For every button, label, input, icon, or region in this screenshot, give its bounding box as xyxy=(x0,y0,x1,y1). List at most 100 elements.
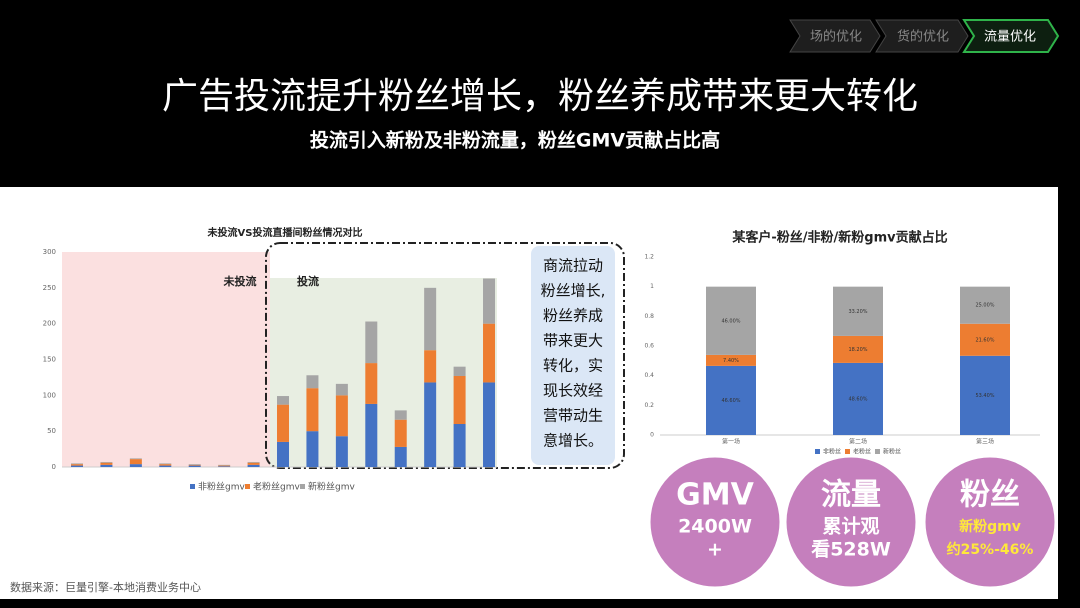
bar-segment xyxy=(394,410,407,420)
bar-segment xyxy=(335,383,348,396)
y-tick-label: 50 xyxy=(47,427,56,435)
legend-label: 老粉丝gmv xyxy=(253,481,300,493)
nav-step[interactable] xyxy=(789,19,881,53)
bar-segment xyxy=(100,461,113,463)
bar-segment xyxy=(218,465,231,467)
y-tick-label: 0.8 xyxy=(644,313,654,320)
y-tick-label: 250 xyxy=(43,284,56,292)
value-label: 18.20% xyxy=(848,347,867,353)
y-tick-label: 100 xyxy=(43,391,56,399)
bar-segment xyxy=(188,464,201,466)
x-tick-label: 第一场 xyxy=(722,438,740,446)
bar-segment xyxy=(833,335,883,363)
nav-label[interactable]: 货的优化 xyxy=(897,29,949,45)
bar-segment xyxy=(277,396,290,405)
callout-line: 带来更大 xyxy=(543,332,603,350)
bar-segment xyxy=(159,464,172,466)
y-tick-label: 0 xyxy=(650,432,654,439)
bar-segment xyxy=(706,286,756,355)
bar-segment xyxy=(100,462,113,465)
bar-segment xyxy=(129,464,142,467)
circle-line: 看528W xyxy=(810,539,891,561)
bar-segment xyxy=(129,458,142,460)
value-label: 21.60% xyxy=(975,337,994,343)
legend-swatch xyxy=(300,484,305,489)
legend-label: 新粉丝 xyxy=(883,448,901,456)
legend-label: 老粉丝 xyxy=(853,448,871,456)
bar-segment xyxy=(833,286,883,336)
bar-segment xyxy=(218,464,231,466)
bar-segment xyxy=(306,375,319,389)
bar-segment xyxy=(335,395,348,437)
value-label: 53.40% xyxy=(975,393,994,399)
legend-swatch xyxy=(190,484,195,489)
bar-segment xyxy=(100,464,113,467)
bar-segment xyxy=(188,465,201,467)
legend-swatch xyxy=(875,449,880,454)
bar-segment xyxy=(306,388,319,432)
circle-line: 累计观 xyxy=(822,516,879,538)
bar-segment xyxy=(960,286,1010,324)
bar-segment xyxy=(188,464,201,465)
y-tick-label: 0 xyxy=(52,463,56,471)
y-tick-label: 300 xyxy=(43,248,56,256)
circle-line: + xyxy=(707,539,723,561)
dashed-frame xyxy=(265,242,625,469)
legend-swatch xyxy=(815,449,820,454)
value-label: 33.20% xyxy=(848,309,867,315)
callout-line: 意增长。 xyxy=(543,432,603,450)
circle-line: 约25%-46% xyxy=(947,541,1034,558)
bar-segment xyxy=(365,321,378,364)
bar-segment xyxy=(218,466,231,467)
bar-segment xyxy=(706,365,756,435)
legend-label: 新粉丝gmv xyxy=(308,481,355,493)
callout-line: 现长效经 xyxy=(543,382,603,400)
value-label: 25.00% xyxy=(975,303,994,309)
x-tick-label: 第二场 xyxy=(849,438,867,446)
bar-segment xyxy=(453,375,466,424)
chart-title: 未投流VS投流直播间粉丝情况对比 xyxy=(207,226,363,239)
bar-segment xyxy=(71,464,83,466)
legend-swatch xyxy=(245,484,250,489)
bar-segment xyxy=(277,441,290,467)
callout-line: 商流拉动 xyxy=(543,257,603,275)
bar-segment xyxy=(247,461,260,463)
region-unpaid xyxy=(62,252,270,467)
nav-step-active[interactable] xyxy=(962,19,1060,53)
circle-title: GMV xyxy=(676,478,754,513)
bar-segment xyxy=(960,323,1010,356)
nav-label[interactable]: 流量优化 xyxy=(984,30,1036,45)
bar-segment xyxy=(424,350,437,383)
bar-segment xyxy=(129,459,142,465)
nav-label[interactable]: 场的优化 xyxy=(810,29,862,45)
bar-segment xyxy=(277,404,290,442)
circle-title: 粉丝 xyxy=(960,478,1020,513)
bar-segment xyxy=(483,323,496,383)
callout-line: 转化，实 xyxy=(543,357,603,375)
y-tick-label: 0.2 xyxy=(644,402,654,409)
bar-segment xyxy=(335,436,348,467)
callout-line: 粉丝增长, xyxy=(541,282,606,300)
legend-label: 非粉丝gmv xyxy=(198,481,245,493)
bar-segment xyxy=(71,465,83,467)
bar-segment xyxy=(706,354,756,366)
bar-segment xyxy=(453,366,466,376)
bar-segment xyxy=(247,462,260,465)
annotation: 投流 xyxy=(297,274,319,288)
circle-line: 2400W xyxy=(678,516,752,538)
callout-line: 粉丝养成 xyxy=(543,307,603,325)
circle-title: 流量 xyxy=(821,478,881,513)
bar-segment xyxy=(365,403,378,467)
legend-label: 非粉丝 xyxy=(823,448,841,456)
y-tick-label: 1 xyxy=(650,283,654,290)
value-label: 46.00% xyxy=(721,318,740,324)
bar-segment xyxy=(159,465,172,467)
callout-line: 营带动生 xyxy=(543,407,603,425)
highlight-circle xyxy=(922,454,1058,590)
bar-segment xyxy=(424,287,437,351)
bar-segment xyxy=(71,463,83,465)
bar-segment xyxy=(483,382,496,467)
nav-step[interactable] xyxy=(875,19,969,53)
